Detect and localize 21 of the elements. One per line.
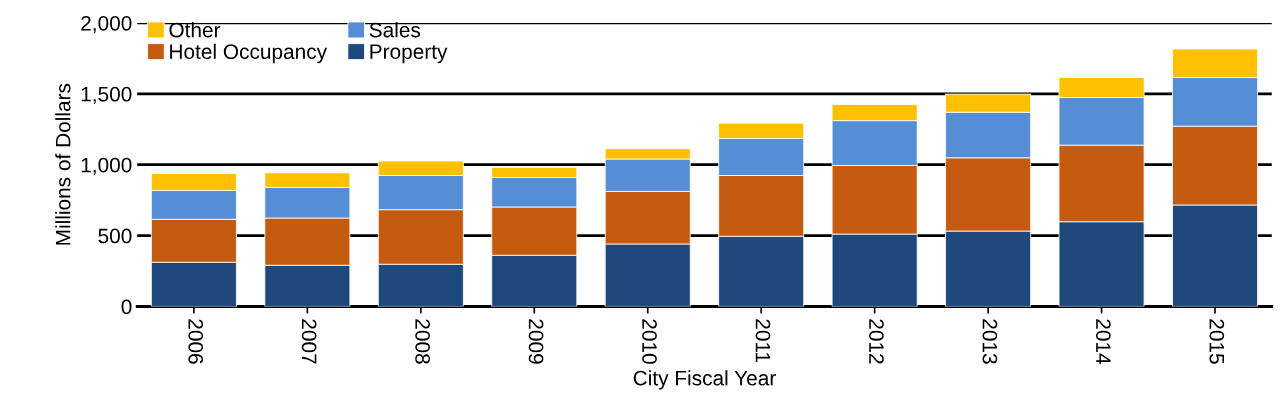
x-tick-label: 2008 [415, 319, 430, 364]
x-tick-label: 2006 [188, 319, 204, 364]
x-tick-label: 2007 [301, 319, 317, 364]
y-axis-title: Millions of Dollars [55, 83, 71, 245]
y-tick-label: 1,500 [81, 86, 132, 105]
y-tick-label: 1,000 [81, 157, 132, 175]
x-tick-label: 2013 [982, 319, 998, 364]
x-tick-label: 2012 [869, 319, 884, 364]
legend-label: Property [370, 44, 448, 64]
legend-label: Sales [369, 22, 421, 38]
x-tick-label: 2011 [755, 319, 771, 363]
legend-label: Other [169, 22, 221, 38]
x-tick-label: 2015 [1209, 319, 1225, 364]
y-tick-label: 500 [98, 228, 132, 244]
x-tick-label: 2010 [642, 319, 657, 364]
y-tick-label: 0 [121, 299, 132, 315]
x-axis-title: City Fiscal Year [633, 370, 776, 390]
x-tick-label: 2009 [528, 319, 544, 364]
y-tick-label: 2,000 [81, 15, 132, 34]
legend-label: Hotel Occupancy [170, 43, 328, 64]
x-tick-label: 2014 [1095, 319, 1111, 365]
